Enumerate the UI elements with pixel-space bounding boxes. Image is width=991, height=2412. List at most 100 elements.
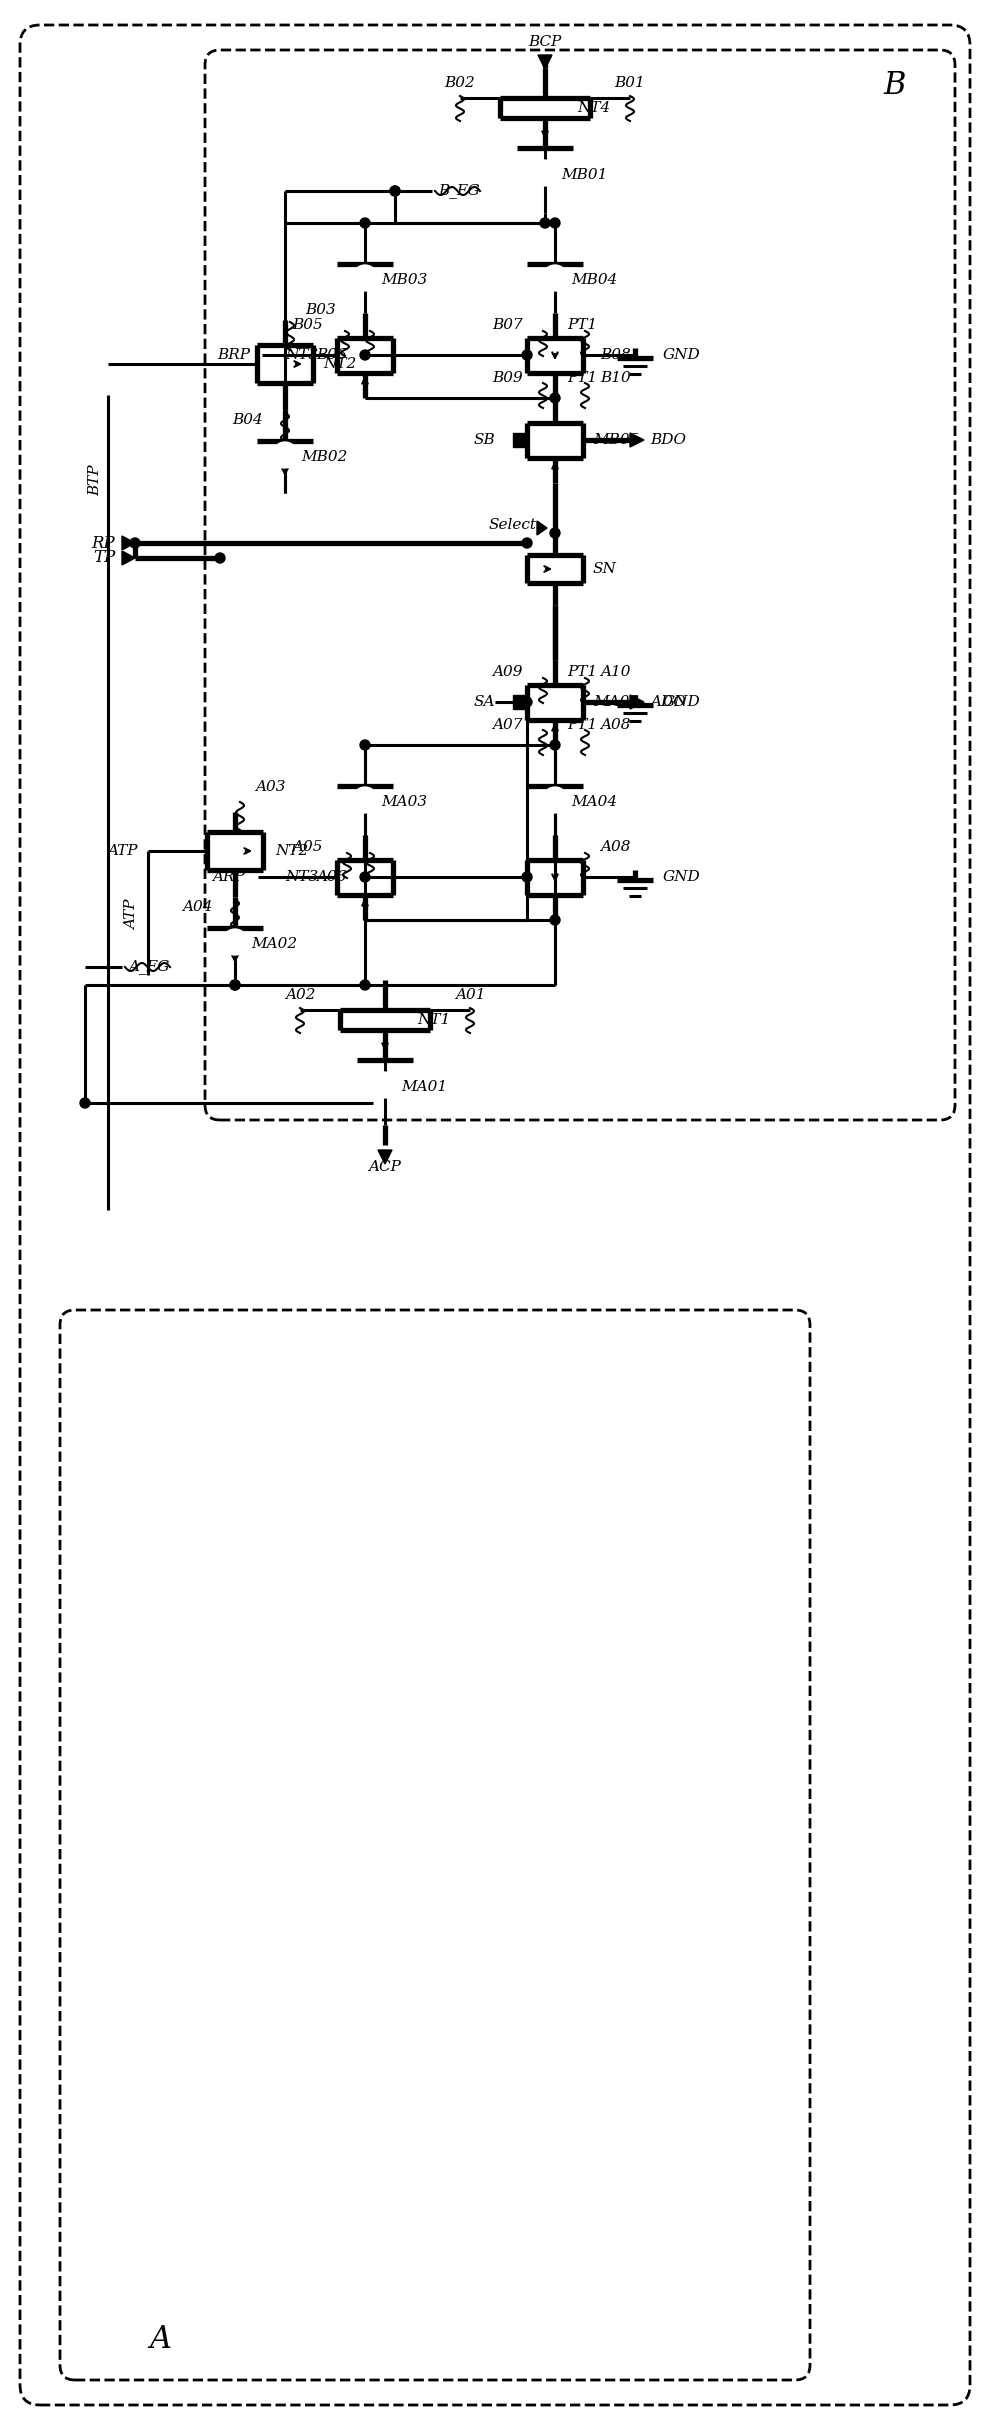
Text: MA01: MA01 [401,1081,447,1095]
Circle shape [354,268,376,289]
Text: ADO: ADO [650,695,686,709]
Text: B09: B09 [493,371,523,386]
Polygon shape [122,550,135,564]
Text: MB02: MB02 [301,451,348,463]
Bar [513,434,527,446]
Polygon shape [122,535,135,550]
Text: B01: B01 [614,77,645,89]
Circle shape [360,350,370,359]
Circle shape [540,217,550,229]
Circle shape [360,217,370,229]
Circle shape [230,979,240,989]
Text: A07: A07 [493,719,523,731]
Circle shape [522,873,532,883]
Text: BRP: BRP [217,347,250,362]
Circle shape [534,162,556,183]
Text: SN: SN [593,562,616,576]
Text: B06: B06 [316,347,347,362]
Circle shape [130,538,140,548]
Circle shape [544,268,566,289]
Circle shape [360,740,370,750]
Text: A03: A03 [255,779,285,794]
Text: Select: Select [489,519,537,533]
Circle shape [224,931,246,953]
Circle shape [354,789,376,810]
Text: TP: TP [93,550,115,567]
Text: B02: B02 [445,77,476,89]
Text: NT1: NT1 [417,1013,450,1028]
Text: B_FG: B_FG [438,183,480,198]
Polygon shape [538,55,552,70]
Text: B07: B07 [493,318,523,333]
Text: B05: B05 [292,318,323,333]
Text: GND: GND [663,347,701,362]
Text: MA05: MA05 [593,695,639,709]
Text: A08: A08 [600,719,630,731]
Text: B10: B10 [600,371,630,386]
Text: A02: A02 [284,989,315,1001]
Text: A_FG: A_FG [129,960,170,974]
Text: MA04: MA04 [571,796,617,808]
Text: PT1: PT1 [567,371,598,386]
Circle shape [550,528,560,538]
Circle shape [522,538,532,548]
Text: B: B [884,70,906,101]
Text: B03: B03 [305,304,336,316]
Circle shape [550,217,560,229]
Text: BTP: BTP [88,463,102,497]
Text: BCP: BCP [528,36,562,48]
Polygon shape [630,434,644,446]
Circle shape [550,740,560,750]
Text: MB04: MB04 [571,273,617,287]
Text: MA03: MA03 [381,796,427,808]
Circle shape [80,1097,90,1107]
Circle shape [522,697,532,707]
Text: NT2: NT2 [275,844,308,859]
Text: A10: A10 [600,666,630,680]
Text: MB03: MB03 [381,273,427,287]
Circle shape [360,873,370,883]
Text: A: A [149,2325,171,2357]
Text: MA02: MA02 [251,936,297,950]
Circle shape [390,186,400,195]
Text: NT2: NT2 [323,357,356,371]
Circle shape [550,914,560,924]
Text: B08: B08 [600,347,630,362]
Text: A01: A01 [455,989,486,1001]
Circle shape [274,444,296,466]
Circle shape [230,979,240,989]
Bar [513,695,527,709]
Text: GND: GND [663,695,701,709]
Circle shape [390,186,400,195]
Text: ATP: ATP [125,900,139,931]
Text: RP: RP [91,535,115,552]
Text: B04: B04 [232,412,263,427]
Text: NT4: NT4 [577,101,610,116]
Circle shape [374,1073,396,1095]
Circle shape [360,979,370,989]
Polygon shape [630,695,644,709]
Text: PT1: PT1 [567,719,598,731]
Circle shape [215,552,225,562]
Text: NT3: NT3 [285,871,318,885]
Polygon shape [537,521,547,535]
Text: A09: A09 [493,666,523,680]
Polygon shape [378,1151,392,1165]
Text: GND: GND [663,871,701,885]
Text: PT1: PT1 [567,666,598,680]
Text: ATP: ATP [107,844,138,859]
Text: A06: A06 [316,871,347,885]
Text: SA: SA [474,695,495,709]
Circle shape [550,393,560,403]
Text: A04: A04 [182,900,213,914]
Text: NT3: NT3 [285,347,318,362]
Text: A05: A05 [292,839,323,854]
Text: ARP: ARP [212,871,245,885]
Text: BDO: BDO [650,434,686,446]
Text: ACP: ACP [369,1160,401,1175]
Text: MB01: MB01 [561,169,607,181]
Text: SB: SB [474,434,495,446]
Text: A08: A08 [600,839,630,854]
Circle shape [522,350,532,359]
Text: PT1: PT1 [567,318,598,333]
